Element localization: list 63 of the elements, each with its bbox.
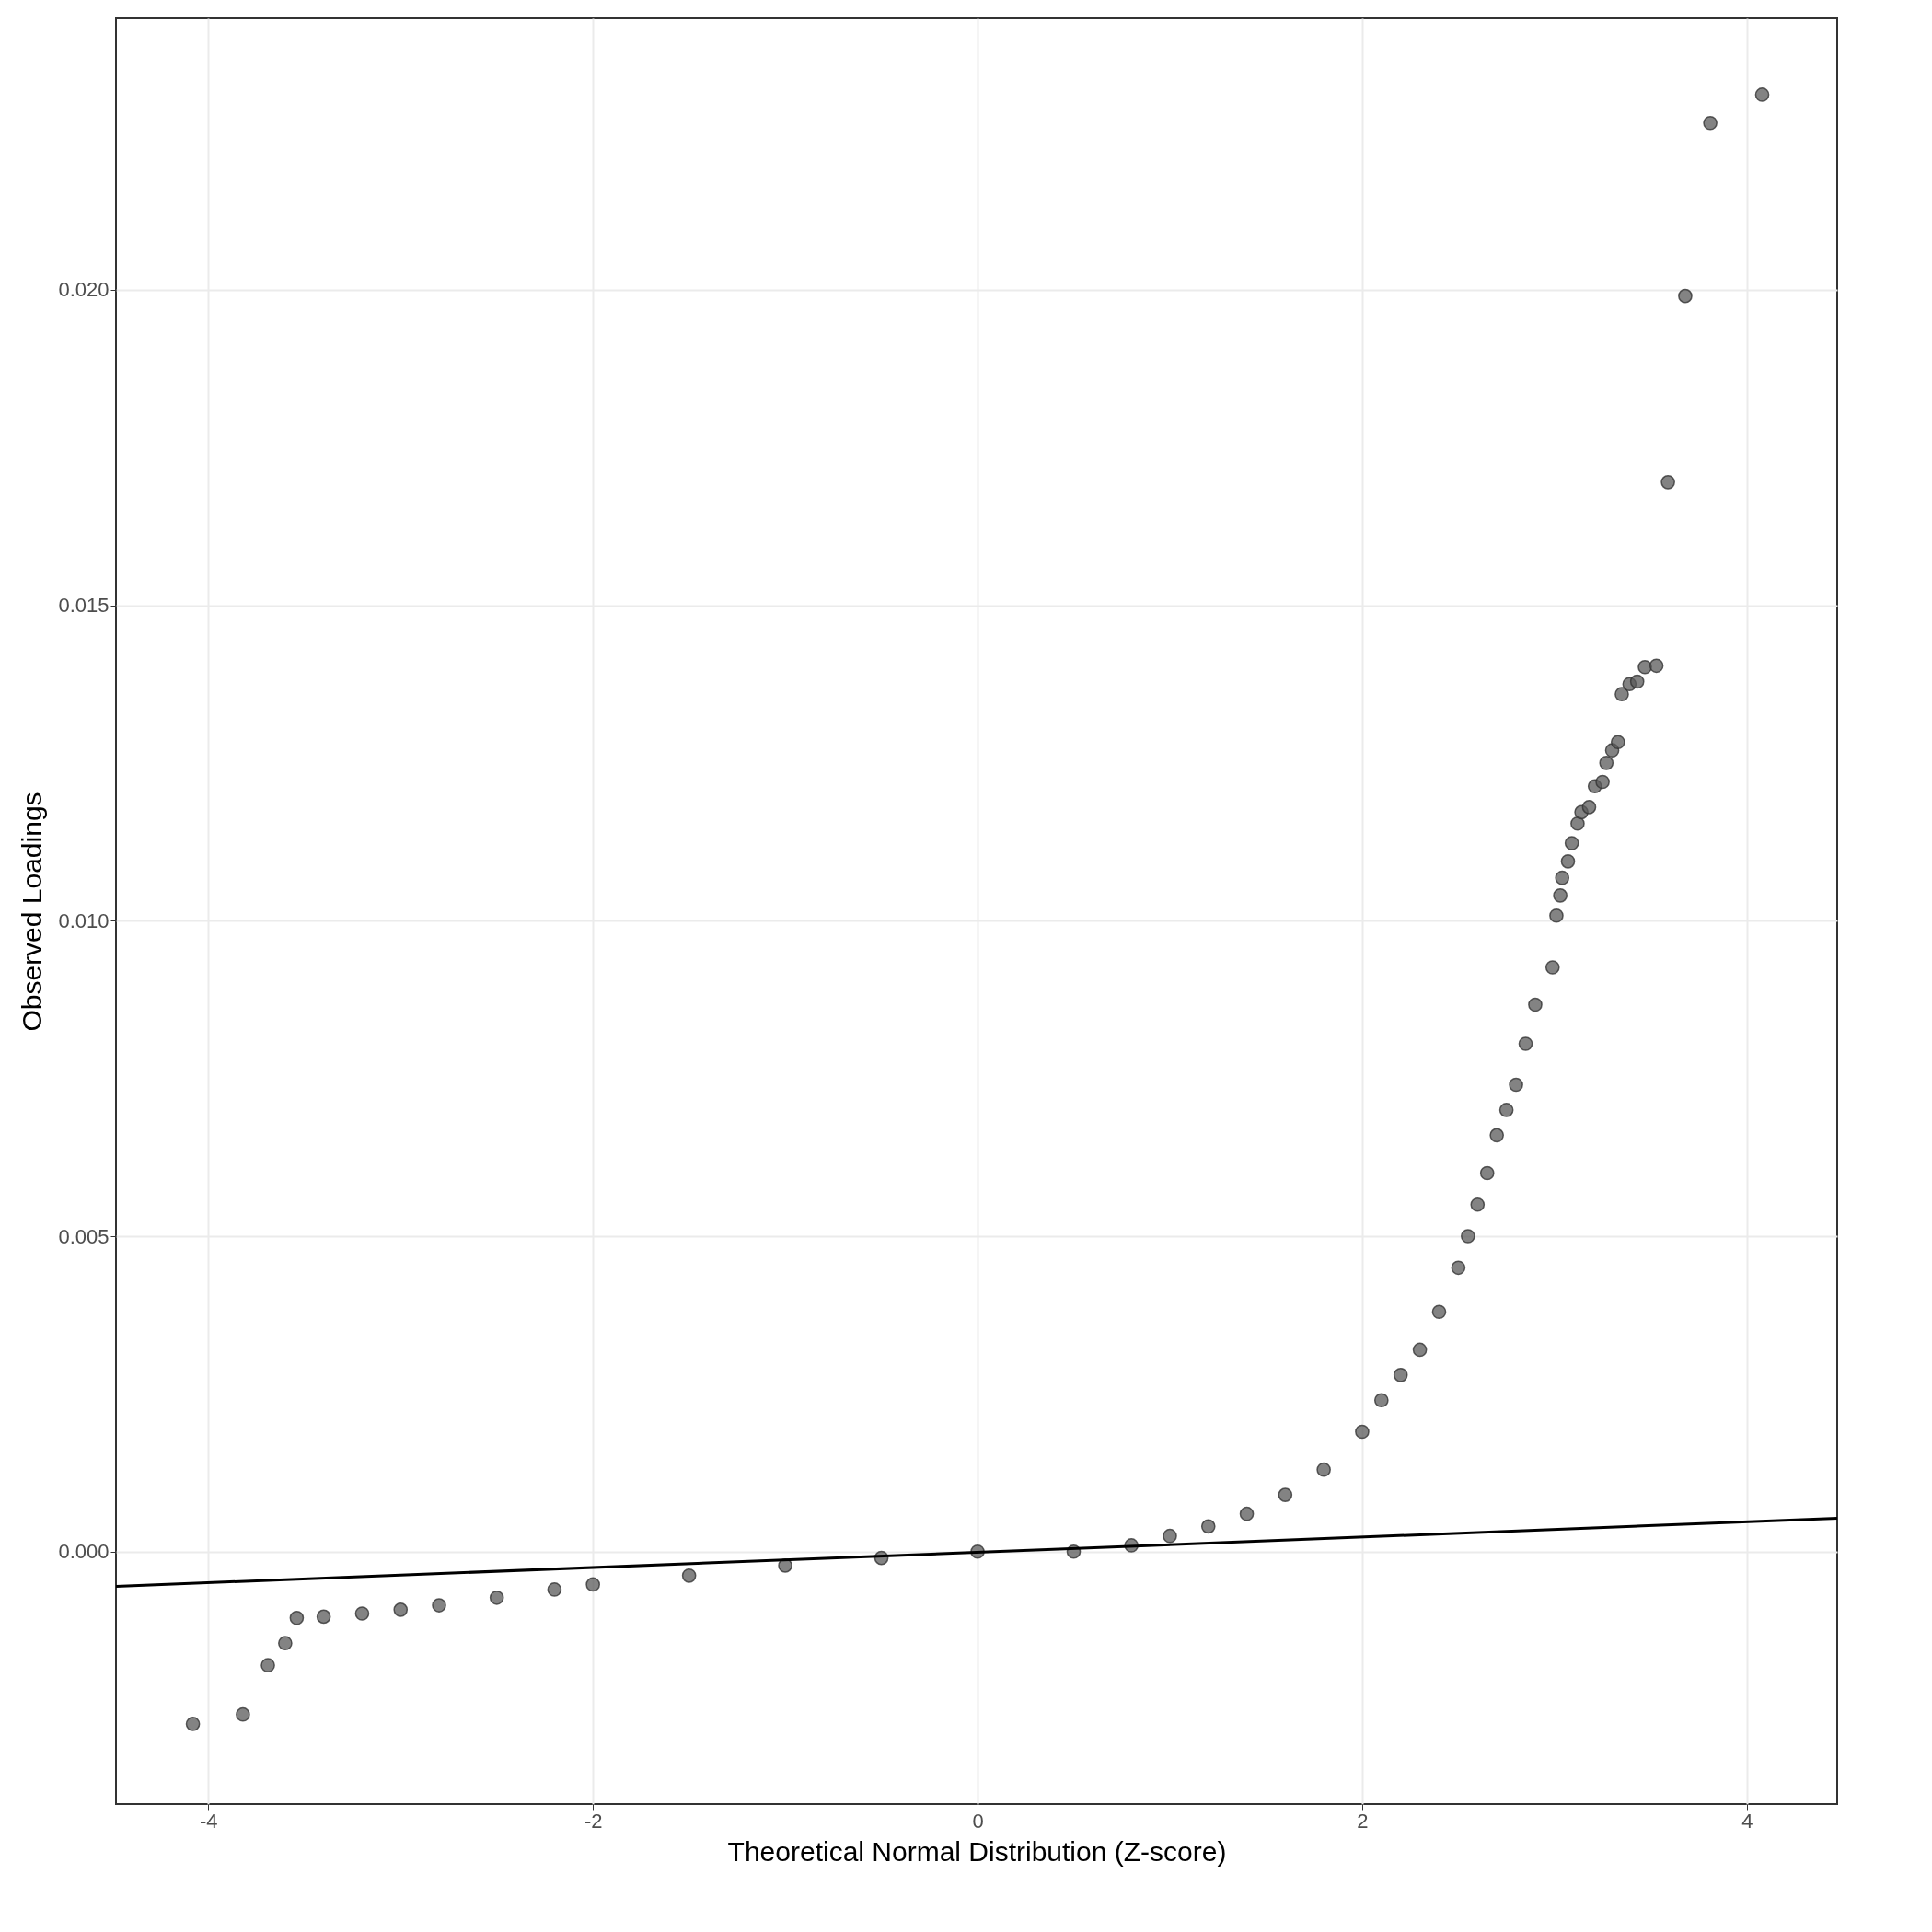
x-tick-label: -4	[200, 1809, 218, 1833]
point	[585, 1577, 600, 1592]
point	[1544, 960, 1560, 975]
point	[1629, 674, 1645, 689]
x-tick-label: 0	[972, 1809, 984, 1833]
point	[278, 1636, 293, 1650]
point	[1431, 1304, 1447, 1320]
y-tick-label: 0.015	[58, 594, 110, 618]
y-tick-label: 0.020	[58, 278, 110, 302]
x-tick-label: 4	[1741, 1809, 1753, 1833]
point	[1570, 816, 1585, 831]
y-tick-label: 0.010	[58, 908, 110, 932]
point	[1610, 735, 1625, 750]
point	[1549, 908, 1564, 923]
point	[1560, 854, 1576, 869]
y-axis-title: Observed Loadings	[17, 792, 48, 1032]
point	[1163, 1528, 1177, 1544]
point	[1479, 1165, 1495, 1181]
point	[1555, 870, 1570, 885]
point	[393, 1602, 409, 1617]
point	[1518, 1036, 1533, 1051]
point	[1649, 658, 1664, 674]
point	[1451, 1260, 1466, 1276]
point	[432, 1598, 446, 1613]
point	[236, 1706, 250, 1722]
y-tick-label: 0.000	[58, 1540, 110, 1564]
point	[489, 1591, 504, 1605]
point	[1614, 687, 1629, 701]
point	[1355, 1424, 1370, 1440]
point	[1754, 87, 1770, 102]
point	[1564, 836, 1579, 850]
x-tick-label: -2	[584, 1809, 603, 1833]
point	[1393, 1368, 1408, 1382]
point	[1581, 800, 1597, 815]
point	[1489, 1128, 1504, 1143]
point	[289, 1610, 305, 1625]
point	[260, 1658, 275, 1672]
point	[1703, 115, 1718, 131]
point	[547, 1582, 562, 1597]
point	[1373, 1393, 1389, 1408]
point	[681, 1568, 697, 1583]
point	[1528, 997, 1543, 1012]
point	[1316, 1462, 1331, 1477]
x-tick-label: 2	[1357, 1809, 1369, 1833]
point	[1637, 659, 1652, 675]
point	[1595, 774, 1610, 790]
x-axis-title: Theoretical Normal Distribution (Z-score)	[727, 1835, 1227, 1867]
point	[1599, 756, 1614, 770]
point	[1461, 1229, 1475, 1244]
point	[1470, 1197, 1486, 1212]
point	[1498, 1103, 1514, 1117]
point	[354, 1606, 370, 1621]
point	[1239, 1506, 1255, 1521]
point	[1553, 888, 1568, 903]
point	[185, 1717, 201, 1731]
point	[1509, 1077, 1523, 1093]
point	[1278, 1487, 1293, 1502]
point	[316, 1609, 331, 1625]
y-tick-label: 0.005	[58, 1224, 110, 1248]
point	[1412, 1342, 1428, 1358]
point	[1678, 288, 1693, 304]
point	[1660, 475, 1675, 490]
point	[1200, 1519, 1216, 1534]
